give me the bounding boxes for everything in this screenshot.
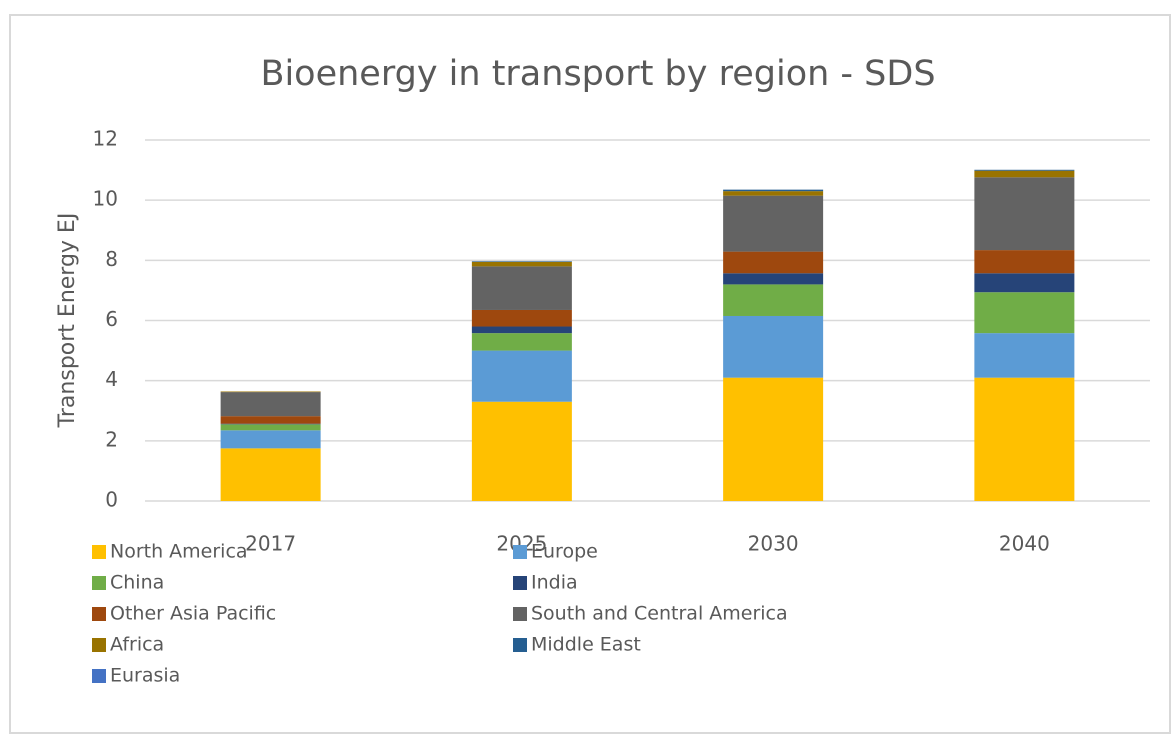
bar-segment [220,391,321,393]
bar-segment [723,195,824,252]
legend-label: North America [110,541,248,563]
bar-segment [471,266,572,310]
legend-label: Africa [110,634,164,656]
legend-label: India [531,572,578,594]
bar-segment [220,448,321,501]
legend-swatch [513,545,527,559]
legend-swatch [92,576,106,590]
legend-label: Middle East [531,634,641,656]
bar-segment [220,423,321,425]
bar-segment [974,177,1075,251]
y-tick-label: 0 [105,488,118,512]
bar-segment [471,309,572,327]
bar-segment [974,273,1075,293]
y-tick-label: 8 [105,247,118,271]
bar-segment [723,251,824,274]
y-tick-label: 2 [105,427,118,451]
bar-segment [723,189,824,192]
legend-swatch [513,607,527,621]
legend-label: Other Asia Pacific [110,603,276,625]
legend-swatch [513,638,527,652]
bar-segment [220,392,321,417]
bar-segment [471,401,572,501]
legend-label: Europe [531,541,598,563]
bar-segment [723,315,824,378]
bar-segment [220,424,321,431]
legend-swatch [92,638,106,652]
legend-swatch [92,545,106,559]
bar-segment [723,377,824,501]
bar-segment [471,326,572,334]
bar-segment [471,261,572,262]
bar-segment [974,169,1075,171]
bar-segment [471,333,572,351]
bar-segment [974,292,1075,334]
bar-segment [723,284,824,316]
chart-title: Bioenergy in transport by region - SDS [260,54,935,94]
legend-label: South and Central America [531,603,788,625]
legend-label: Eurasia [110,665,180,687]
bar-segment [723,273,824,285]
bar-segment [723,191,824,196]
y-tick-label: 10 [93,187,118,211]
y-axis-title: Transport Energy EJ [55,213,80,429]
bar-segment [974,377,1075,501]
bar-segment [974,250,1075,274]
bar-segment [220,430,321,449]
y-tick-label: 4 [105,367,118,391]
x-tick-label: 2017 [245,532,296,556]
legend-swatch [92,669,106,683]
x-tick-label: 2030 [748,532,799,556]
bar-segment [471,350,572,402]
bar-segment [974,170,1075,178]
y-tick-label: 12 [93,127,118,151]
y-tick-label: 6 [105,307,118,331]
legend-label: China [110,572,164,594]
bar-segment [974,333,1075,378]
x-tick-label: 2040 [999,532,1050,556]
legend-swatch [92,607,106,621]
bar-segment [220,416,321,424]
legend-swatch [513,576,527,590]
bar-segment [471,261,572,267]
